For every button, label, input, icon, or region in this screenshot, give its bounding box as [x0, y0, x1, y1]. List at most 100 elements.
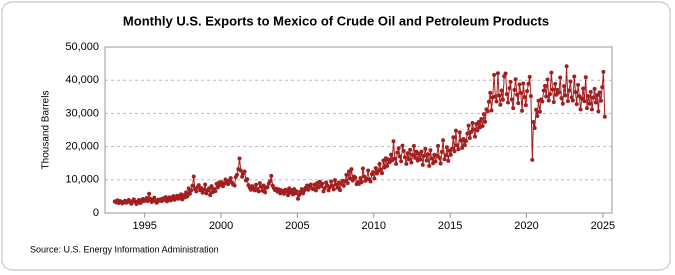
data-point [488, 90, 493, 95]
data-point [400, 143, 405, 148]
data-point [226, 182, 231, 187]
data-point [144, 196, 149, 201]
data-point [429, 156, 434, 161]
data-point [550, 87, 555, 92]
y-tick-label: 10,000 [65, 174, 99, 186]
data-point [296, 196, 301, 201]
data-point [322, 186, 327, 191]
data-point [542, 83, 547, 88]
data-point [473, 134, 478, 139]
data-point [511, 106, 516, 111]
data-point [292, 187, 297, 192]
data-point [448, 152, 453, 157]
data-point [410, 152, 415, 157]
data-point [201, 187, 206, 192]
data-point [256, 189, 261, 194]
data-point [147, 191, 152, 196]
data-point [592, 86, 597, 91]
data-point [420, 162, 425, 167]
data-point [521, 81, 526, 86]
data-point [294, 189, 299, 194]
plot-border [104, 46, 613, 214]
data-point [439, 149, 444, 154]
data-point [460, 145, 465, 150]
data-point [601, 69, 606, 74]
data-point [395, 150, 400, 155]
data-point [557, 90, 562, 95]
data-point [358, 176, 363, 181]
data-point [200, 190, 205, 195]
data-point [344, 172, 349, 177]
data-point [190, 183, 195, 188]
data-point [330, 183, 335, 188]
data-point [497, 93, 502, 98]
data-point [324, 180, 329, 185]
y-tick-label: 20,000 [65, 141, 99, 153]
data-point [483, 119, 488, 124]
data-point [228, 176, 233, 181]
data-point [203, 182, 208, 187]
data-point [554, 92, 559, 97]
data-point [576, 82, 581, 87]
data-point [481, 112, 486, 117]
data-point [500, 97, 505, 102]
data-point [584, 106, 589, 111]
data-point [534, 107, 539, 112]
data-point [494, 99, 499, 104]
data-point [504, 92, 509, 97]
data-point [574, 102, 579, 107]
data-point [467, 135, 472, 140]
data-point [313, 188, 318, 193]
data-point [385, 163, 390, 168]
data-point [470, 121, 475, 126]
data-point [547, 92, 552, 97]
data-point [451, 135, 456, 140]
data-point [551, 100, 556, 105]
data-point [234, 172, 239, 177]
data-point [503, 71, 508, 76]
data-point [476, 120, 481, 125]
data-point [444, 145, 449, 150]
data-point [600, 85, 605, 90]
data-point [531, 120, 536, 125]
data-point [558, 75, 563, 80]
data-point [464, 138, 469, 143]
data-point [562, 84, 567, 89]
data-point [308, 182, 313, 187]
data-point [397, 154, 402, 159]
data-point [544, 94, 549, 99]
data-point [578, 107, 583, 112]
data-point [437, 155, 442, 160]
data-point [332, 178, 337, 183]
data-point [546, 98, 551, 103]
data-point [589, 107, 594, 112]
data-point [268, 179, 273, 184]
data-point [265, 185, 270, 190]
data-point [360, 166, 365, 171]
data-point [297, 192, 302, 197]
data-point [450, 146, 455, 151]
data-point [389, 152, 394, 157]
data-point [427, 163, 432, 168]
data-point [350, 178, 355, 183]
data-point [591, 95, 596, 100]
data-point [341, 183, 346, 188]
data-point [569, 95, 574, 100]
y-axis-label: Thousand Barrels [41, 91, 52, 170]
data-point [208, 193, 213, 198]
data-point [254, 182, 259, 187]
data-point [371, 170, 376, 175]
data-point [189, 188, 194, 193]
data-point [530, 157, 535, 162]
data-point [493, 94, 498, 99]
data-point [466, 123, 471, 128]
data-point [532, 126, 537, 131]
data-point [499, 88, 504, 93]
data-point [518, 90, 523, 95]
data-point [240, 174, 245, 179]
data-point [368, 179, 373, 184]
data-point [359, 180, 364, 185]
data-point [492, 72, 497, 77]
data-point [441, 138, 446, 143]
data-point [517, 82, 522, 87]
